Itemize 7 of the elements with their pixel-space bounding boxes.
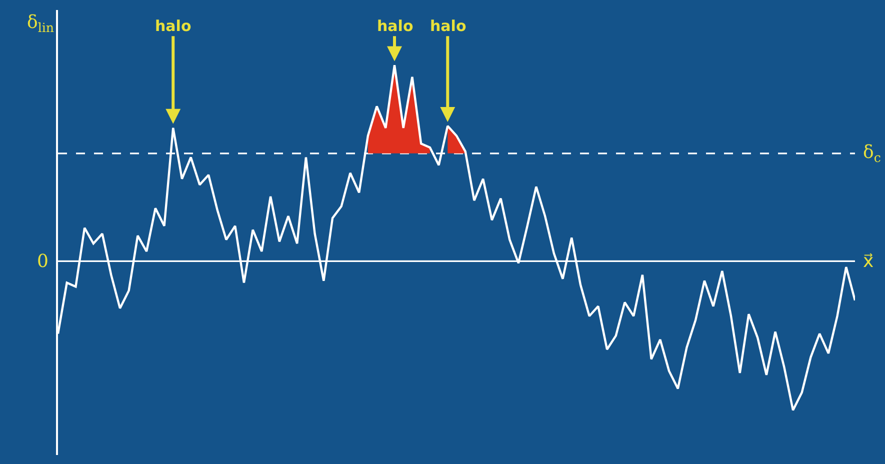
annotation: halo: [155, 17, 192, 35]
x-axis-title: x⃗: [863, 251, 874, 272]
annotation: halo: [377, 17, 414, 35]
ref-line-label: 0: [37, 251, 48, 272]
ref-line-label: δ$_{c}$: [863, 142, 881, 165]
annotation: halo: [430, 17, 466, 35]
y-axis-title: δ$_{lin}$: [27, 12, 54, 35]
